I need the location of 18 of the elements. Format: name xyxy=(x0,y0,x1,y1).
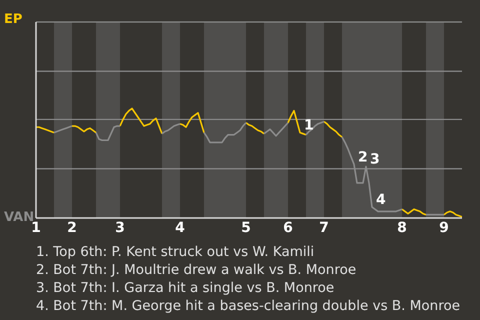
annotation: 2 xyxy=(358,149,368,166)
text: 2. Bot 7th: J. Moultrie drew a walk vs B. Monroe xyxy=(36,261,358,279)
x-tick-label: 5 xyxy=(241,220,251,236)
x-tick-label: 3 xyxy=(115,220,125,236)
x-tick-label: 2 xyxy=(67,220,77,236)
x-tick-label: 1 xyxy=(31,220,41,236)
x-tick-label: 4 xyxy=(175,220,186,236)
x-tick-label: 8 xyxy=(397,220,407,236)
x-tick-label: 9 xyxy=(439,220,449,236)
text: 4. Bot 7th: M. George hit a bases-clearing double vs B. Monroe xyxy=(36,297,460,315)
annotation: 1 xyxy=(304,118,314,134)
annotation: 3 xyxy=(370,152,380,168)
text: EP xyxy=(4,12,22,27)
x-tick-label: 6 xyxy=(283,220,293,236)
text: 3. Bot 7th: I. Garza hit a single vs B. Monroe xyxy=(36,279,336,297)
annotation: 4 xyxy=(376,192,386,208)
x-tick-label: 7 xyxy=(319,220,329,236)
text: 1. Top 6th: P. Kent struck out vs W. Kamili xyxy=(36,243,316,261)
